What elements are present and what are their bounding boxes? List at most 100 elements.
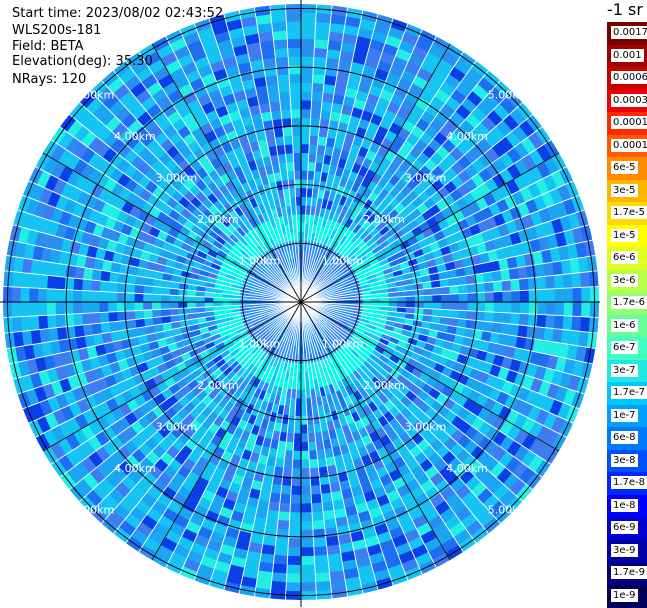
range-gate-cell	[277, 520, 289, 530]
colorbar-tick-label: 1e-7	[611, 409, 638, 422]
range-gate-cell	[467, 302, 476, 311]
range-gate-cell	[301, 12, 316, 22]
range-ring-label: 1.00km	[239, 338, 281, 351]
range-ring-label: 4.00km	[114, 130, 156, 143]
instrument-label: WLS200s-181	[12, 23, 101, 39]
range-gate-cell	[295, 407, 301, 416]
colorbar-tick-label: 0.0001	[611, 139, 647, 152]
colorbar-unit-label: -1 sr	[607, 0, 643, 19]
colorbar-tick-label: 3e-7	[611, 364, 638, 377]
range-gate-cell	[47, 275, 57, 289]
range-gate-cell	[143, 285, 153, 294]
range-gate-cell	[406, 302, 415, 308]
range-gate-cell	[467, 293, 476, 302]
range-gate-cell	[301, 547, 314, 557]
range-gate-cell	[278, 83, 290, 93]
range-gate-cell	[301, 39, 315, 49]
range-gate-cell	[283, 468, 293, 478]
range-gate-cell	[545, 315, 555, 329]
range-gate-cell	[450, 302, 459, 310]
range-gate-cell	[311, 100, 322, 110]
range-gate-cell	[152, 294, 161, 302]
ppi-plot: 1.00km1.00km1.00km1.00km2.00km2.00km2.00…	[0, 0, 600, 607]
range-gate-cell	[294, 161, 301, 170]
colorbar-tick-label: 1.7e-9	[611, 566, 647, 579]
range-gate-cell	[580, 317, 590, 333]
field-label: Field: BETA	[12, 39, 83, 55]
range-gate-cell	[312, 511, 324, 521]
range-gate-cell	[528, 314, 538, 327]
range-gate-cell	[301, 416, 307, 425]
range-gate-cell	[293, 144, 301, 153]
range-ring-label: 1.00km	[322, 338, 364, 351]
range-gate-cell	[143, 302, 152, 310]
range-gate-cell	[283, 126, 293, 136]
range-gate-cell	[572, 302, 582, 317]
range-ring-label: 2.00km	[363, 379, 405, 392]
range-gate-cell	[294, 170, 301, 179]
range-gate-cell	[301, 82, 312, 92]
range-gate-cell	[55, 302, 65, 315]
range-gate-cell	[537, 289, 547, 302]
range-ring-label: 4.00km	[446, 462, 488, 475]
range-gate-cell	[292, 135, 301, 144]
range-gate-cell	[273, 555, 287, 565]
range-gate-cell	[160, 302, 169, 309]
range-gate-cell	[273, 30, 288, 40]
range-gate-cell	[301, 582, 316, 592]
range-gate-cell	[292, 126, 301, 135]
colorbar-tick-label: 1.7e-5	[611, 206, 647, 219]
range-gate-cell	[459, 302, 468, 311]
range-gate-cell	[291, 486, 301, 496]
range-gate-cell	[143, 310, 153, 319]
range-ring-label: 5.00km	[488, 504, 530, 517]
range-gate-cell	[12, 317, 22, 333]
colorbar-tick-label: 0.0006	[611, 71, 647, 84]
range-gate-cell	[458, 310, 468, 319]
range-gate-cell	[301, 135, 310, 144]
range-ring-label: 2.00km	[363, 213, 405, 226]
range-gate-cell	[64, 302, 74, 314]
range-ring-label: 4.00km	[114, 462, 156, 475]
range-ring-label: 3.00km	[405, 171, 447, 184]
range-gate-cell	[309, 450, 318, 460]
range-gate-cell	[315, 564, 330, 574]
range-gate-cell	[29, 288, 39, 302]
colorbar-tick-label: 3e-5	[611, 184, 638, 197]
range-gate-cell	[511, 302, 521, 313]
range-gate-cell	[290, 91, 301, 101]
range-gate-cell	[291, 109, 301, 119]
range-gate-cell	[99, 291, 109, 302]
range-gate-cell	[309, 135, 318, 145]
start-time-label: Start time: 2023/08/02 02:43:52	[12, 6, 223, 22]
range-gate-cell	[187, 302, 196, 308]
range-gate-cell	[301, 47, 314, 57]
range-gate-cell	[564, 288, 574, 302]
range-gate-cell	[301, 530, 313, 540]
range-ring-label: 5.00km	[73, 88, 115, 101]
range-gate-cell	[312, 74, 324, 84]
range-gate-cell	[415, 296, 424, 302]
colorbar-tick-label: 1e-9	[611, 589, 638, 602]
range-gate-cell	[432, 302, 441, 309]
range-gate-cell	[301, 91, 312, 101]
range-gate-cell	[281, 485, 292, 495]
range-gate-cell	[294, 425, 301, 434]
range-gate-cell	[441, 294, 450, 302]
range-gate-cell	[301, 109, 311, 119]
colorbar-tick-label: 1.7e-8	[611, 476, 647, 489]
range-gate-cell	[90, 313, 100, 324]
range-gate-cell	[545, 275, 555, 289]
range-gate-cell	[284, 459, 293, 469]
range-gate-cell	[519, 313, 529, 325]
range-gate-cell	[281, 109, 292, 119]
range-gate-cell	[314, 48, 328, 58]
colorbar-tick-label: 6e-8	[611, 431, 638, 444]
range-gate-cell	[29, 274, 39, 289]
range-gate-cell	[290, 503, 301, 513]
range-gate-cell	[301, 573, 316, 583]
range-gate-cell	[64, 277, 74, 290]
range-gate-cell	[288, 47, 301, 57]
range-ring-label: 1.00km	[322, 254, 364, 267]
range-gate-cell	[289, 65, 301, 75]
